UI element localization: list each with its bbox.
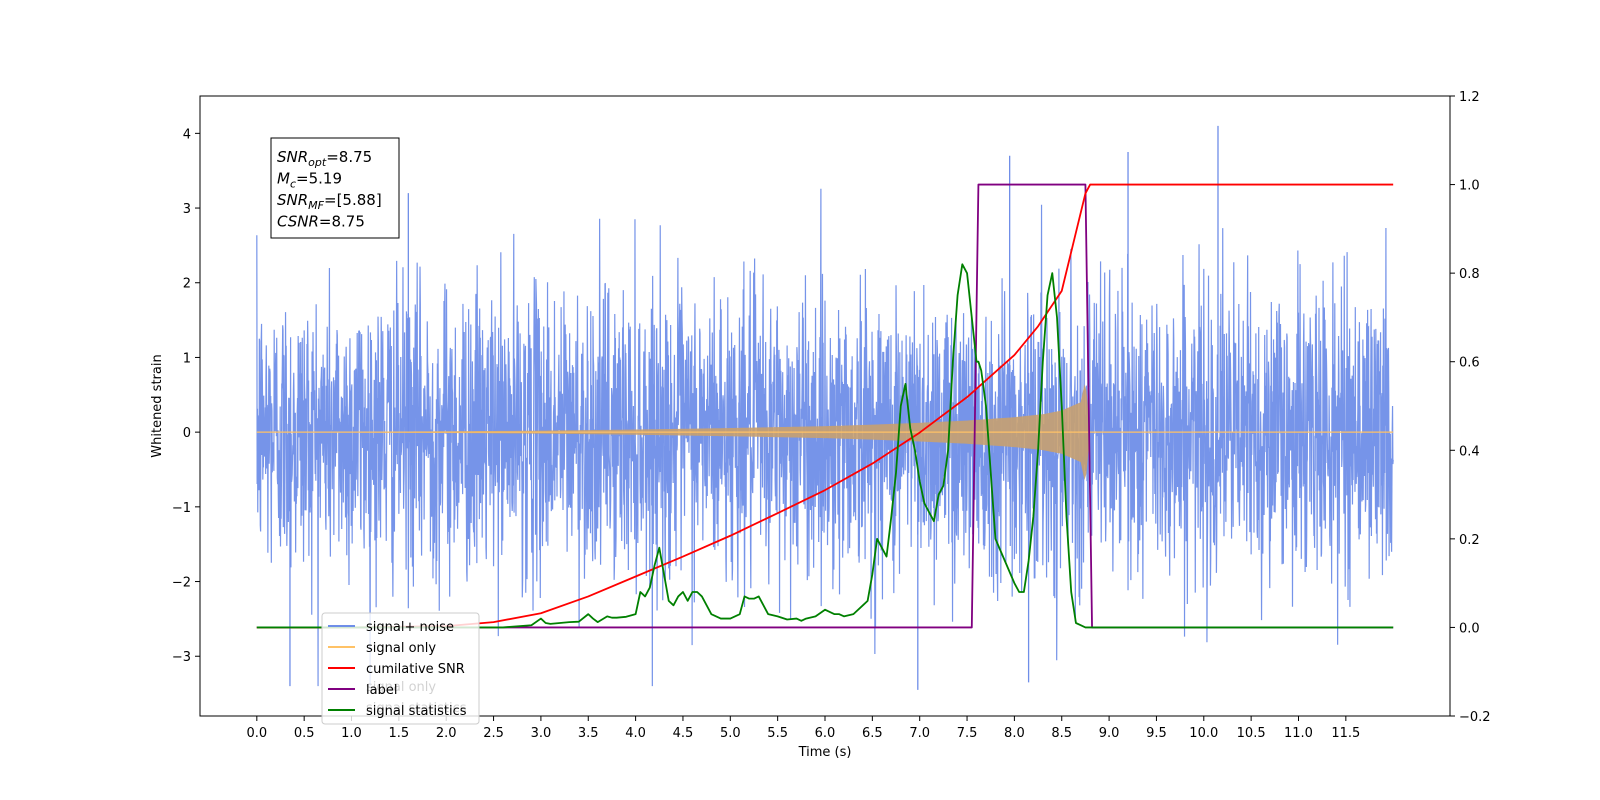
metric-symbol: CSNR — [277, 213, 319, 231]
x-tick-label: 9.0 — [1099, 726, 1120, 741]
x-tick-label: 11.5 — [1331, 726, 1360, 741]
y2-tick-label: 0.8 — [1459, 267, 1480, 282]
legend-label: cumilative SNR — [366, 662, 465, 677]
x-tick-label: 1.0 — [341, 726, 362, 741]
y2-tick-label: −0.2 — [1459, 710, 1491, 725]
metric-symbol: SNR — [277, 191, 308, 209]
x-tick-label: 4.5 — [673, 726, 694, 741]
y-axis-label: Whitened strain — [150, 354, 165, 457]
metric-subscript: opt — [308, 156, 327, 169]
y2-tick-label: 0.6 — [1459, 356, 1480, 371]
x-tick-label: 5.5 — [767, 726, 788, 741]
metrics-line: SNRMF=[5.88] — [277, 191, 382, 212]
y-tick-label: 4 — [183, 127, 191, 142]
x-tick-label: 9.5 — [1146, 726, 1167, 741]
y2-tick-label: 0.2 — [1459, 533, 1480, 548]
x-tick-label: 3.0 — [531, 726, 552, 741]
metric-value: =8.75 — [326, 148, 372, 166]
x-tick-label: 6.0 — [815, 726, 836, 741]
legend-label: signal only — [366, 641, 436, 656]
y2-tick-label: 1.0 — [1459, 179, 1480, 194]
legend: signal only signal statistics signal+ nois… — [321, 612, 480, 725]
metrics-line: CSNR=8.75 — [277, 213, 365, 231]
y-tick-label: −2 — [172, 576, 191, 591]
x-tick-label: 10.0 — [1189, 726, 1218, 741]
y-tick-label: 1 — [183, 351, 191, 366]
metric-subscript: MF — [308, 199, 324, 212]
x-tick-label: 6.5 — [862, 726, 883, 741]
x-tick-label: 0.5 — [294, 726, 315, 741]
metric-subscript: c — [290, 178, 296, 191]
metric-value: =[5.88] — [324, 191, 382, 209]
metrics-line: Mc=5.19 — [277, 170, 342, 191]
x-tick-label: 10.5 — [1237, 726, 1266, 741]
x-tick-label: 4.0 — [625, 726, 646, 741]
legend-label: signal statistics — [366, 704, 467, 719]
x-tick-label: 7.5 — [957, 726, 978, 741]
x-tick-label: 2.5 — [483, 726, 504, 741]
x-tick-label: 2.0 — [436, 726, 457, 741]
signal-noise-line — [256, 188, 1394, 687]
y-axis-left: −3 −2 −1 0 1 2 3 4 — [172, 127, 200, 665]
signal-statistics-line — [256, 263, 1394, 629]
cumulative-snr-line — [256, 183, 1394, 629]
y-tick-label: 0 — [183, 426, 191, 441]
y-tick-label: 2 — [183, 277, 191, 292]
metric-value: =8.75 — [319, 213, 365, 231]
x-tick-label: 5.0 — [720, 726, 741, 741]
y-tick-label: −3 — [172, 650, 191, 665]
y2-tick-label: 0.4 — [1459, 444, 1480, 459]
metrics-line: SNRopt=8.75 — [277, 148, 372, 169]
x-tick-label: 8.0 — [1004, 726, 1025, 741]
x-tick-label: 3.5 — [578, 726, 599, 741]
x-tick-label: 11.0 — [1284, 726, 1313, 741]
y2-tick-label: 1.2 — [1459, 90, 1480, 105]
y2-tick-label: 0.0 — [1459, 621, 1480, 636]
y-axis-right: −0.2 0.0 0.2 0.4 0.6 0.8 1.0 1.2 — [1450, 90, 1491, 725]
legend-label: label — [366, 683, 397, 698]
x-tick-label: 0.0 — [246, 726, 267, 741]
metrics-box-frame — [270, 137, 400, 239]
metric-symbol: SNR — [277, 148, 308, 166]
x-tick-label: 8.5 — [1051, 726, 1072, 741]
x-tick-label: 1.5 — [389, 726, 410, 741]
y-tick-label: −1 — [172, 501, 191, 516]
x-axis-label: Time (s) — [798, 745, 852, 760]
legend-label: signal+ noise — [366, 620, 454, 635]
metric-symbol: M — [277, 170, 290, 188]
x-tick-label: 7.0 — [909, 726, 930, 741]
y-tick-label: 3 — [183, 202, 191, 217]
metric-value: =5.19 — [296, 170, 342, 188]
plot-area — [256, 125, 1394, 690]
legend-frame — [321, 612, 480, 725]
